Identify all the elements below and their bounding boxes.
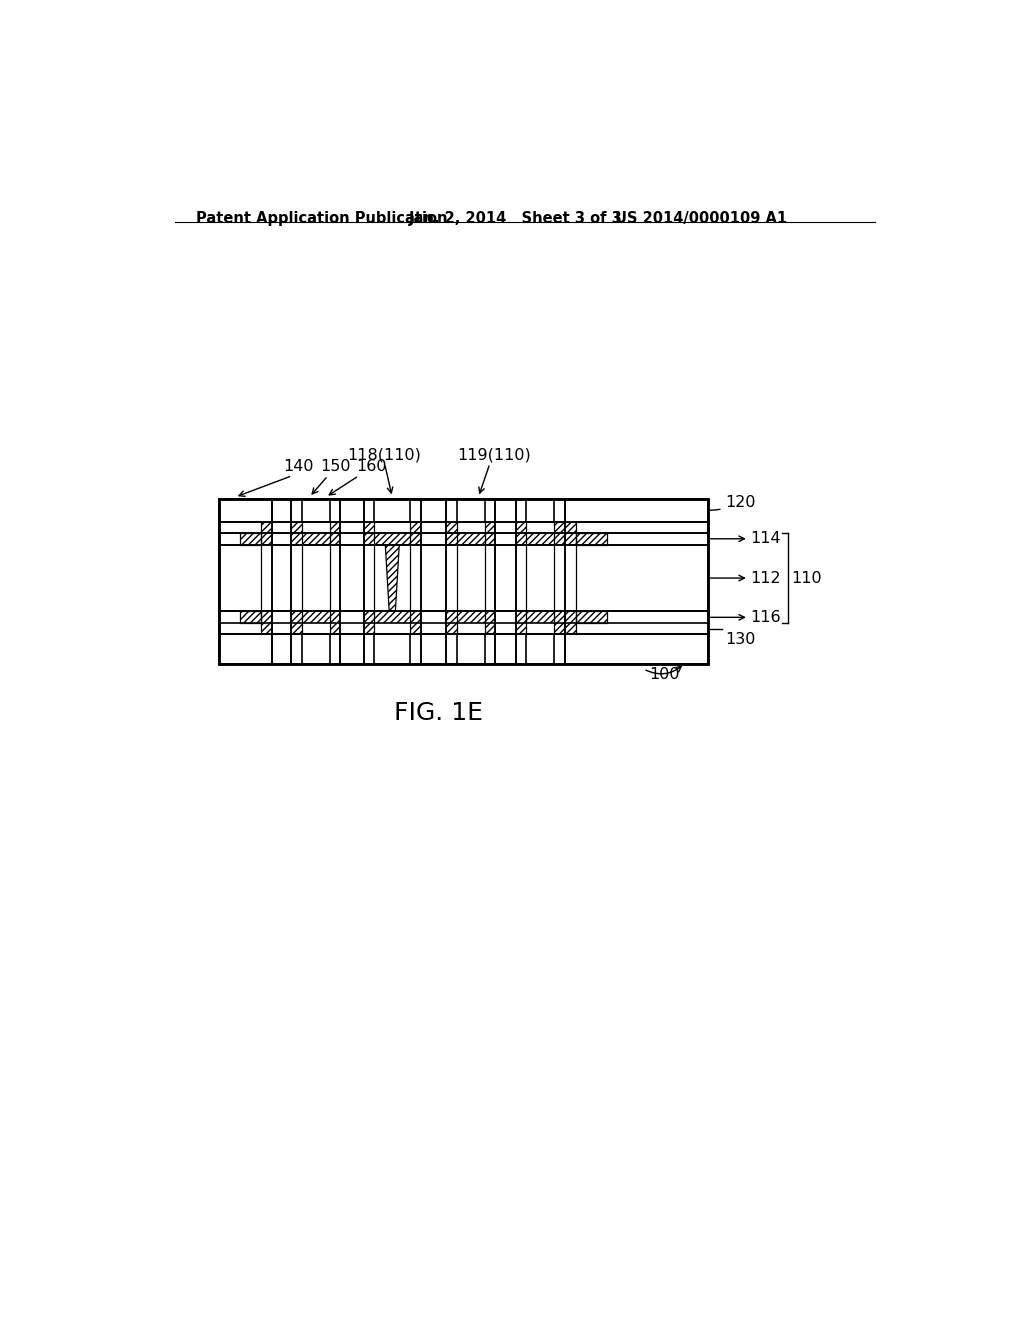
Text: 118(110): 118(110) [347,447,422,462]
Bar [219,521,708,533]
Text: Jan. 2, 2014   Sheet 3 of 3: Jan. 2, 2014 Sheet 3 of 3 [409,211,623,226]
Text: 119(110): 119(110) [457,447,530,462]
Bar [272,521,291,635]
Text: 150: 150 [321,459,350,474]
Bar [219,611,708,623]
Bar [219,499,708,521]
Bar [219,499,272,521]
Bar [375,623,410,635]
Bar [219,532,708,545]
Text: 112: 112 [751,570,781,586]
Bar [219,611,261,623]
Text: US 2014/0000109 A1: US 2014/0000109 A1 [614,211,786,226]
Bar [496,499,515,521]
Bar [219,499,272,521]
Bar [219,635,272,664]
Bar [219,623,261,635]
Polygon shape [385,545,399,611]
Bar [575,611,607,623]
Bar [302,499,330,521]
Bar [375,635,410,664]
Bar [240,611,261,623]
Bar [457,499,484,521]
Bar [575,623,708,635]
Bar [496,521,515,635]
Bar [526,521,554,533]
Text: 160: 160 [356,459,386,474]
Bar [421,499,445,521]
Bar [496,635,515,664]
Bar [219,532,261,545]
Bar [375,499,410,521]
Bar [421,521,445,635]
Bar [219,521,261,533]
Bar [565,499,708,521]
Text: 116: 116 [751,610,781,624]
Bar [219,499,708,664]
Bar [302,635,330,664]
Bar [219,545,708,611]
Text: 114: 114 [751,531,781,546]
Bar [575,521,708,533]
Bar [457,623,484,635]
Bar [219,635,272,664]
Bar [565,635,708,664]
Bar [219,499,708,664]
Text: 120: 120 [688,495,756,512]
Bar [457,635,484,664]
Bar [375,521,410,533]
Text: 100: 100 [649,667,679,682]
Bar [219,623,708,635]
Bar [526,623,554,635]
Text: FIG. 1E: FIG. 1E [393,701,482,725]
Text: Patent Application Publication: Patent Application Publication [197,211,447,226]
Bar [219,635,708,664]
Bar [575,532,708,545]
Bar [575,611,708,623]
Bar [340,521,364,635]
Bar [457,521,484,533]
Text: 110: 110 [792,570,822,586]
Bar [575,532,607,545]
Text: 130: 130 [726,632,756,647]
Bar [565,499,708,521]
Bar [272,499,291,521]
Bar [526,499,554,521]
Bar [302,521,330,533]
Bar [340,499,364,521]
Bar [302,623,330,635]
Bar [240,532,261,545]
Text: 140: 140 [283,459,313,474]
Bar [526,635,554,664]
Bar [340,635,364,664]
Bar [272,635,291,664]
Bar [421,635,445,664]
Bar [565,635,708,664]
